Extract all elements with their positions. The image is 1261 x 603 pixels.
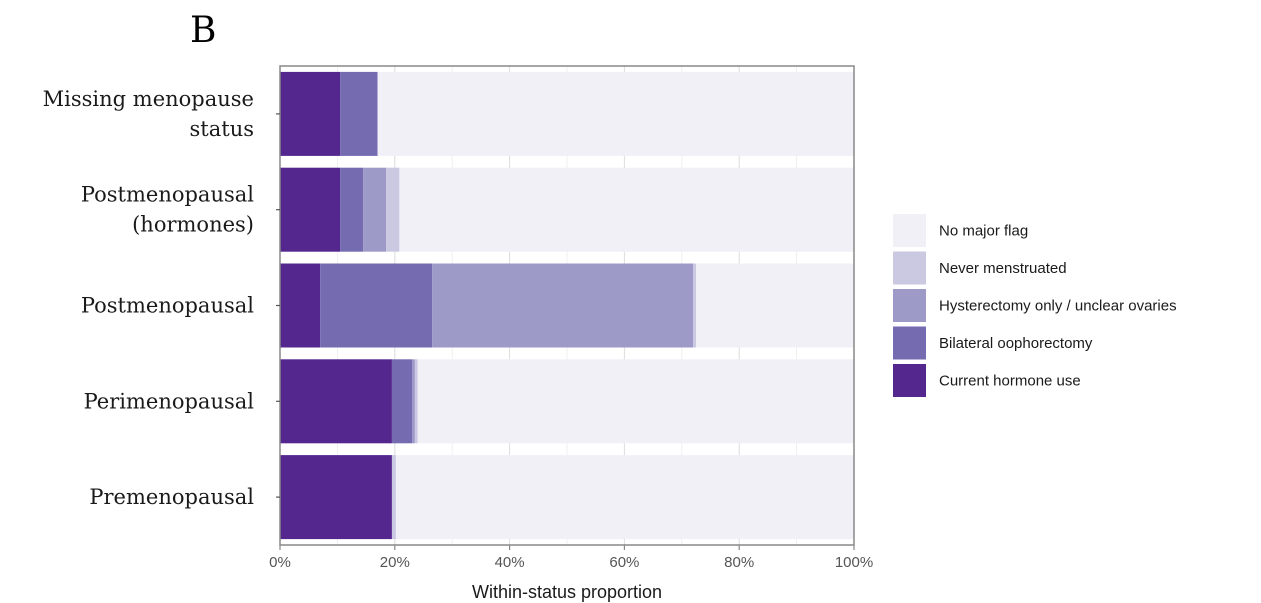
legend-label: Current hormone use <box>939 373 1081 390</box>
x-tick-label: 0% <box>269 554 291 571</box>
legend-label: No major flag <box>939 223 1028 240</box>
x-tick-label: 60% <box>609 554 639 571</box>
bar-segment-bilateral-oophorectomy <box>340 71 378 156</box>
bar-segment-hysterectomy-only-unclear-ovaries <box>363 167 387 252</box>
y-category-label: Postmenopausal <box>81 183 254 207</box>
bar-segment-bilateral-oophorectomy <box>391 359 413 444</box>
bar-segment-current-hormone-use <box>280 167 341 252</box>
x-tick-label: 40% <box>495 554 525 571</box>
bar-segment-never-menstruated <box>386 167 400 252</box>
bar-segment-hysterectomy-only-unclear-ovaries <box>412 359 415 444</box>
y-axis-labels: Missing menopause status Postmenopausal (ho… <box>43 87 280 509</box>
legend-swatch <box>893 326 926 360</box>
bar-segment-never-menstruated <box>414 359 418 444</box>
plot-area <box>279 65 855 546</box>
y-category-label: Postmenopausal <box>81 294 254 318</box>
y-category-label: Missing menopause <box>43 87 254 111</box>
legend-label: Bilateral oophorectomy <box>939 335 1093 352</box>
y-category-label: Perimenopausal <box>84 389 255 413</box>
x-axis-title: Within-status proportion <box>472 582 662 602</box>
legend-label: Hysterectomy only / unclear ovaries <box>939 298 1177 315</box>
bar-segment-bilateral-oophorectomy <box>340 167 364 252</box>
bar-segment-current-hormone-use <box>280 359 392 444</box>
legend-swatch <box>893 251 926 285</box>
bar-segment-no-major-flag <box>696 263 854 348</box>
y-category-label: status <box>190 117 254 141</box>
x-tick-label: 80% <box>724 554 754 571</box>
bar-segment-hysterectomy-only-unclear-ovaries <box>432 263 694 348</box>
x-tick-label: 20% <box>380 554 410 571</box>
legend-label: Never menstruated <box>939 260 1067 277</box>
y-category-label: Premenopausal <box>89 485 254 509</box>
x-axis: 0% 20% 40% 60% 80% 100% <box>269 545 873 571</box>
legend-swatch <box>893 364 926 397</box>
bar-segment-never-menstruated <box>391 455 396 540</box>
legend-swatch <box>893 214 926 247</box>
bar-segment-no-major-flag <box>417 359 854 444</box>
bar-segment-bilateral-oophorectomy <box>320 263 433 348</box>
bar-segment-no-major-flag <box>377 71 854 156</box>
bar-segment-current-hormone-use <box>280 263 321 348</box>
bar-segment-no-major-flag <box>395 455 854 540</box>
panel-label: B <box>190 10 216 51</box>
bar-segment-no-major-flag <box>399 167 854 252</box>
x-tick-label: 100% <box>835 554 873 571</box>
bar-segment-current-hormone-use <box>280 71 341 156</box>
legend-swatch <box>893 289 926 322</box>
y-category-label: (hormones) <box>132 213 254 237</box>
bar-segment-never-menstruated <box>693 263 697 348</box>
bar-segment-current-hormone-use <box>280 455 392 540</box>
legend: No major flag Never menstruated Hysterecto… <box>893 214 1177 397</box>
